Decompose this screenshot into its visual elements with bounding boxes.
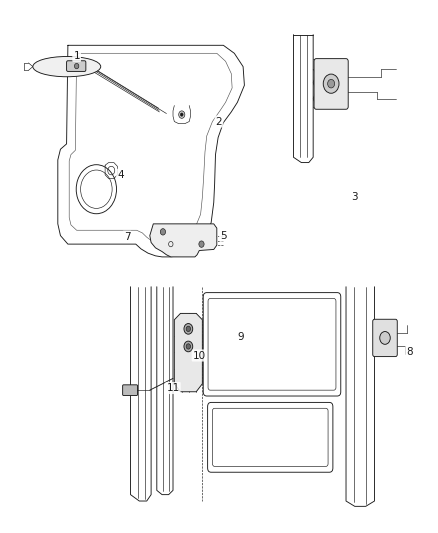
Text: 1: 1 xyxy=(73,51,80,61)
Polygon shape xyxy=(174,313,202,392)
Text: 2: 2 xyxy=(215,117,223,126)
Circle shape xyxy=(328,79,335,88)
Text: 10: 10 xyxy=(193,351,206,360)
Circle shape xyxy=(74,63,79,69)
Circle shape xyxy=(323,74,339,93)
Circle shape xyxy=(180,113,183,116)
FancyBboxPatch shape xyxy=(373,319,397,357)
Text: 11: 11 xyxy=(166,383,180,393)
FancyBboxPatch shape xyxy=(314,59,348,109)
Circle shape xyxy=(186,326,191,332)
Text: 4: 4 xyxy=(117,170,124,180)
Circle shape xyxy=(179,111,185,118)
Circle shape xyxy=(186,344,191,349)
FancyBboxPatch shape xyxy=(67,61,86,71)
Circle shape xyxy=(160,229,166,235)
Circle shape xyxy=(184,341,193,352)
Polygon shape xyxy=(150,224,217,257)
Text: 7: 7 xyxy=(124,232,131,241)
Circle shape xyxy=(184,324,193,334)
FancyBboxPatch shape xyxy=(123,385,138,395)
Text: 5: 5 xyxy=(220,231,227,240)
Text: 3: 3 xyxy=(351,192,358,202)
Circle shape xyxy=(380,332,390,344)
Text: 9: 9 xyxy=(237,332,244,342)
Text: 8: 8 xyxy=(406,347,413,357)
Ellipse shape xyxy=(33,56,101,77)
Circle shape xyxy=(199,241,204,247)
